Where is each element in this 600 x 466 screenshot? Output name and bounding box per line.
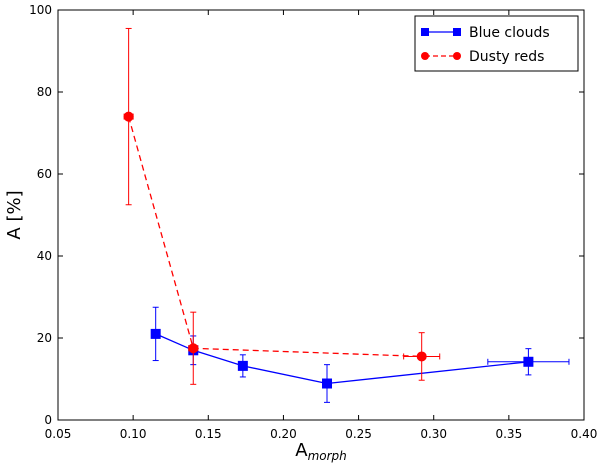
x-tick-label: 0.40 xyxy=(571,427,598,441)
plot-marks xyxy=(123,27,570,403)
data-point-blue-clouds xyxy=(322,378,333,389)
x-tick-label: 0.30 xyxy=(420,427,447,441)
legend-marker-dusty-reds-left xyxy=(421,52,429,60)
y-tick-label: 100 xyxy=(29,3,52,17)
x-axis-label: Amorph xyxy=(295,440,347,463)
data-point-blue-clouds xyxy=(237,360,248,371)
x-axis-label-subscript: morph xyxy=(308,449,347,463)
y-axis-label: A [%] xyxy=(4,190,25,239)
legend: Blue clouds Dusty reds xyxy=(414,15,579,72)
plot-frame xyxy=(57,9,585,421)
data-point-dusty-reds xyxy=(416,351,427,362)
x-tick-label: 0.25 xyxy=(345,427,372,441)
x-axis-label-main: A xyxy=(295,440,308,461)
legend-label-blue-clouds: Blue clouds xyxy=(469,25,550,41)
y-tick-label: 20 xyxy=(37,331,52,345)
y-tick-label: 60 xyxy=(37,167,52,181)
x-tick-label: 0.20 xyxy=(270,427,297,441)
y-tick-label: 80 xyxy=(37,85,52,99)
x-tick-label: 0.10 xyxy=(120,427,147,441)
axis-ticks: 0.05 0.10 0.15 0.20 0.25 0.30 0.35 0.40 0 20 40 60 8… xyxy=(29,3,597,441)
legend-box xyxy=(414,15,579,72)
series-blue-clouds xyxy=(150,306,570,403)
legend-marker-blue-clouds-right xyxy=(453,28,461,36)
legend-label-dusty-reds: Dusty reds xyxy=(469,49,544,65)
data-point-dusty-reds xyxy=(188,343,199,354)
x-tick-label: 0.35 xyxy=(495,427,522,441)
data-point-blue-clouds xyxy=(523,356,534,367)
y-tick-label: 0 xyxy=(44,413,52,427)
x-tick-label: 0.05 xyxy=(45,427,72,441)
x-tick-label: 0.15 xyxy=(195,427,222,441)
y-tick-label: 40 xyxy=(37,249,52,263)
data-point-blue-clouds xyxy=(150,328,161,339)
legend-marker-blue-clouds-left xyxy=(421,28,429,36)
data-point-dusty-reds xyxy=(123,111,134,122)
series-dusty-reds xyxy=(123,27,441,385)
legend-marker-dusty-reds-right xyxy=(453,52,461,60)
